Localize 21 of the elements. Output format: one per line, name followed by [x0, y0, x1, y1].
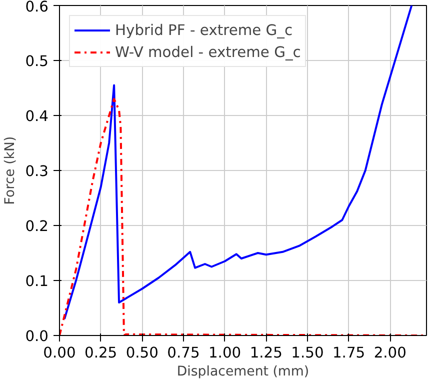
- line-series: [63, 6, 413, 320]
- legend-label: Hybrid PF - extreme G_c: [115, 22, 293, 38]
- x-tick-label: 1.25: [250, 344, 282, 362]
- y-tick-label: 0.2: [25, 218, 49, 235]
- y-tick-label: 0.6: [25, 0, 49, 16]
- y-tick-label: 0.0: [25, 328, 49, 345]
- y-tick-label: 0.3: [25, 163, 49, 180]
- y-axis-title: Force (kN): [3, 136, 18, 205]
- x-tick-label: 0.25: [84, 344, 118, 362]
- x-tick-label: 1.50: [291, 344, 324, 362]
- x-axis-title: Displacement (mm): [176, 364, 310, 380]
- x-tick-label: 2.00: [374, 344, 406, 362]
- x-tick-label: 0.50: [126, 344, 158, 362]
- y-tick-label: 0.1: [25, 273, 49, 290]
- x-tick-label: 0.00: [43, 344, 76, 362]
- y-tick-label: 0.5: [25, 53, 49, 70]
- x-tick-label: 1.75: [332, 344, 366, 362]
- x-tick-label: 1.00: [208, 344, 242, 362]
- legend-label: W-V model - extreme G_c: [115, 44, 301, 60]
- x-tick-label: 0.75: [167, 344, 200, 362]
- y-tick-label: 0.4: [25, 108, 49, 125]
